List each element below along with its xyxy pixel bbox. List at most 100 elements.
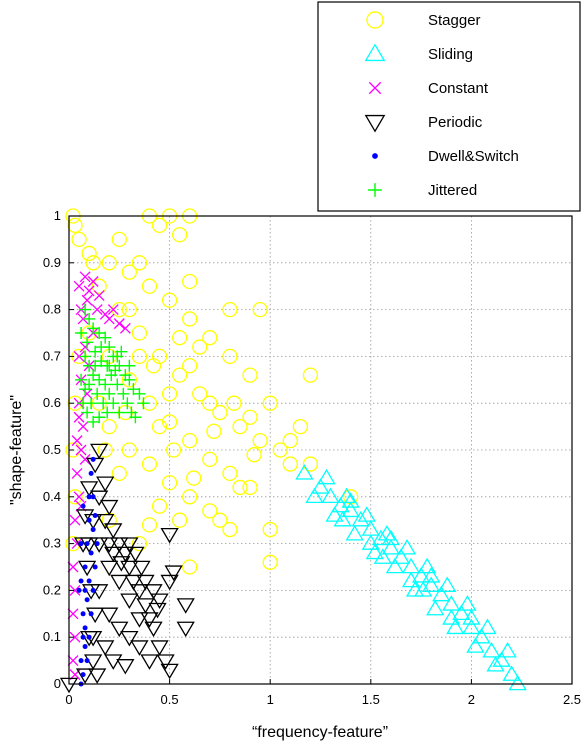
data-point: [110, 621, 129, 638]
data-point: [71, 231, 87, 248]
data-point: [73, 350, 85, 362]
data-point: [161, 414, 178, 430]
data-point: [92, 513, 98, 519]
data-point: [101, 418, 117, 435]
data-point: [381, 538, 401, 555]
data-point: [120, 537, 139, 553]
data-point: [426, 599, 445, 616]
data-point: [126, 546, 145, 563]
legend-label: Sliding: [428, 46, 473, 63]
data-point: [206, 423, 222, 439]
data-point: [91, 278, 107, 294]
data-point: [111, 301, 127, 318]
data-point: [164, 565, 183, 581]
legend-marker: [366, 11, 384, 29]
data-point: [145, 358, 162, 374]
legend-marker: [364, 43, 386, 62]
data-point: [151, 498, 168, 514]
data-point: [67, 217, 83, 234]
data-point: [161, 475, 178, 491]
data-point: [88, 550, 94, 556]
data-point: [182, 311, 198, 327]
data-point: [77, 313, 89, 325]
data-point: [182, 489, 198, 505]
data-point: [357, 506, 376, 522]
data-point: [242, 479, 258, 496]
data-point: [136, 574, 155, 591]
data-point: [124, 574, 143, 591]
data-point: [161, 386, 178, 402]
data-point: [87, 415, 100, 428]
data-point: [104, 654, 123, 670]
data-point: [486, 655, 505, 672]
data-point: [73, 411, 85, 423]
data-point: [361, 534, 380, 550]
data-point: [371, 529, 390, 546]
data-point: [161, 292, 178, 308]
x-tick-label: 1.5: [362, 692, 380, 707]
y-tick-label: 0.5: [43, 442, 61, 457]
data-point: [91, 304, 103, 316]
data-point: [130, 612, 149, 628]
data-point: [92, 564, 98, 570]
data-point: [262, 395, 278, 411]
data-point: [156, 654, 175, 670]
data-point: [282, 456, 298, 472]
y-tick-label: 0.6: [43, 395, 61, 410]
data-point: [83, 285, 95, 297]
data-point: [232, 418, 248, 435]
data-point: [337, 487, 356, 504]
data-point: [71, 435, 83, 447]
data-point: [365, 543, 384, 560]
x-tick-label: 1: [267, 692, 274, 707]
data-point: [75, 373, 88, 386]
legend-box: [317, 1, 581, 212]
data-point: [172, 227, 188, 243]
data-point: [129, 411, 142, 424]
data-point: [113, 318, 125, 330]
data-point: [140, 612, 159, 628]
data-point: [222, 465, 238, 482]
data-point: [65, 442, 81, 458]
legend-marker: [372, 153, 378, 159]
data-point: [302, 456, 319, 472]
data-point: [81, 406, 94, 419]
data-point: [113, 406, 126, 419]
data-point: [100, 607, 119, 624]
x-tick-label: 2: [468, 692, 475, 707]
data-point: [462, 618, 481, 635]
legend-label: Dwell&Switch: [428, 148, 519, 165]
x-tick-label: 2.5: [563, 692, 581, 707]
data-point: [69, 631, 81, 643]
data-point: [140, 654, 159, 670]
data-point: [458, 595, 477, 611]
data-point: [85, 255, 101, 271]
data-point: [136, 598, 155, 614]
data-point: [385, 557, 405, 574]
data-point: [75, 444, 87, 456]
data-point: [79, 481, 99, 497]
data-point: [160, 574, 179, 591]
data-point: [111, 231, 127, 248]
data-point: [141, 278, 158, 294]
data-point: [87, 276, 99, 287]
data-point: [381, 529, 401, 546]
data-point: [144, 584, 163, 600]
data-point: [165, 442, 182, 458]
data-point: [282, 432, 298, 449]
data-point: [302, 367, 319, 383]
data-point: [432, 585, 451, 602]
data-point: [84, 597, 90, 603]
data-point: [111, 378, 124, 391]
data-point: [116, 659, 135, 675]
data-point: [292, 418, 309, 435]
x-axis-title: “frequency-feature”: [252, 724, 388, 741]
legend-label: Constant: [428, 80, 489, 97]
data-point: [466, 637, 485, 653]
data-point: [262, 554, 278, 570]
data-point: [89, 359, 102, 372]
y-tick-label: 0.1: [43, 629, 61, 644]
data-point: [341, 501, 360, 518]
data-point: [80, 503, 86, 509]
data-point: [120, 560, 139, 577]
